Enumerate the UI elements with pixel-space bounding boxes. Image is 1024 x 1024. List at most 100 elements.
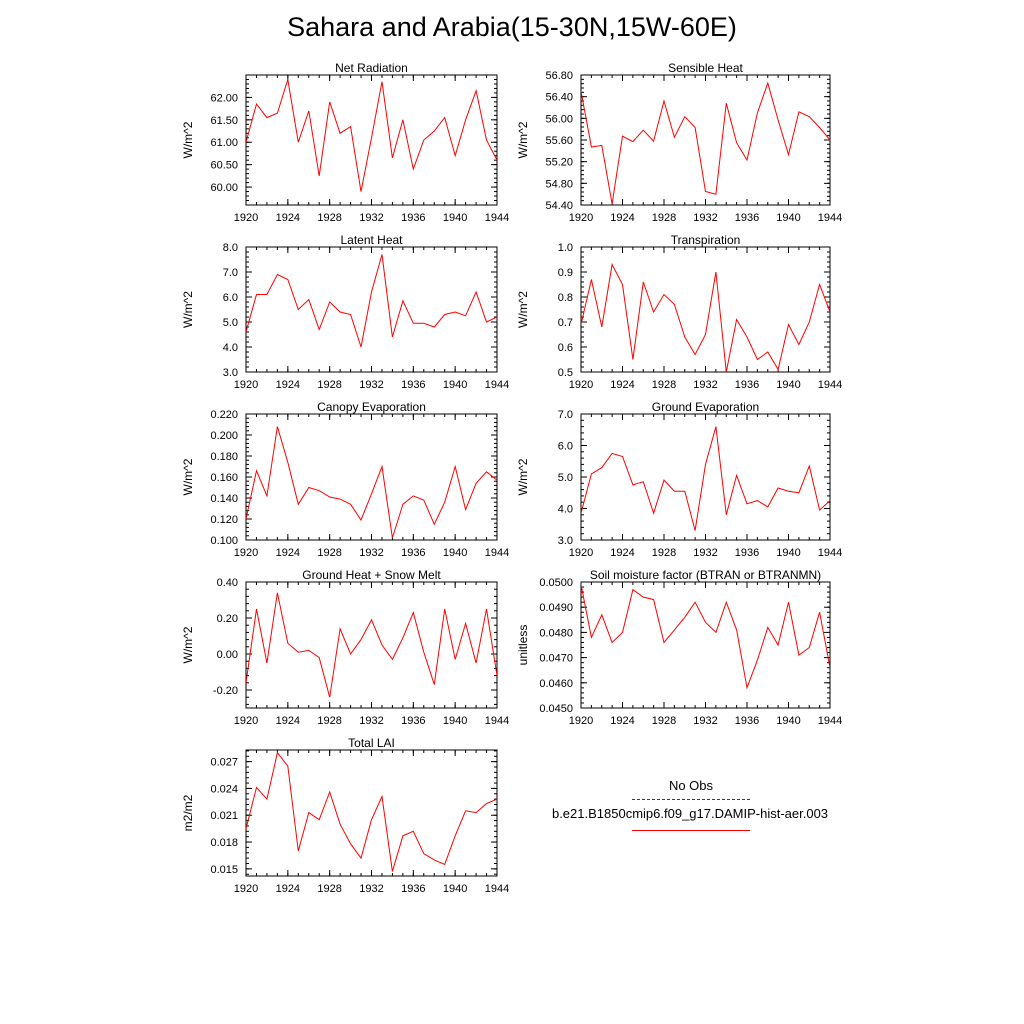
x-tick-label: 1940	[443, 212, 467, 224]
y-tick-label: 0.0460	[539, 678, 573, 690]
x-tick-label: 1920	[569, 212, 593, 224]
y-tick-label: 0.20	[217, 613, 238, 625]
y-tick-label: 6.0	[558, 441, 573, 453]
y-tick-label: 60.50	[210, 160, 238, 172]
y-tick-label: 5.0	[558, 472, 573, 484]
y-axis-label: W/m^2	[181, 626, 195, 663]
series-line	[246, 79, 497, 192]
y-tick-label: 0.024	[210, 783, 238, 795]
x-tick-label: 1944	[485, 883, 509, 895]
x-tick-label: 1932	[693, 547, 717, 559]
x-tick-label: 1928	[652, 715, 676, 727]
y-tick-label: 0.140	[210, 493, 238, 505]
y-tick-label: 0.027	[210, 757, 238, 769]
x-tick-label: 1936	[735, 715, 759, 727]
x-tick-label: 1932	[359, 715, 383, 727]
y-tick-label: 0.0470	[539, 653, 573, 665]
plot-frame	[580, 246, 831, 373]
x-tick-label: 1940	[443, 883, 467, 895]
x-tick-label: 1924	[276, 547, 300, 559]
y-tick-label: 55.20	[545, 157, 573, 169]
x-tick-label: 1936	[401, 883, 425, 895]
x-tick-label: 1920	[569, 547, 593, 559]
y-axis-label: W/m^2	[516, 458, 530, 495]
y-tick-label: 3.0	[558, 535, 573, 547]
x-tick-label: 1920	[569, 715, 593, 727]
panel-title: Ground Heat + Snow Melt	[302, 568, 441, 582]
panel-sensible-heat: Sensible Heat W/m^2 1920 1924 1928 1932 1936 19…	[516, 61, 842, 224]
x-tick-label: 1944	[818, 715, 842, 727]
x-tick-label: 1936	[735, 379, 759, 391]
panel-title: Total LAI	[348, 736, 395, 750]
x-tick-label: 1936	[735, 547, 759, 559]
panel-ground-heat-snow-melt: Ground Heat + Snow Melt W/m^2 1920 1924 1928…	[181, 568, 509, 727]
x-tick-label: 1944	[485, 715, 509, 727]
x-tick-label: 1924	[276, 883, 300, 895]
x-tick-label: 1924	[610, 212, 634, 224]
y-axis-label: m2/m2	[181, 794, 195, 831]
y-tick-label: 7.0	[223, 267, 238, 279]
x-tick-label: 1924	[276, 212, 300, 224]
panel-title: Soil moisture factor (BTRAN or BTRANMN)	[590, 568, 821, 582]
y-tick-label: 0.018	[210, 837, 238, 849]
panel-soil-moisture-factor: Soil moisture factor (BTRAN or BTRANMN) u…	[516, 568, 842, 727]
y-axis-label: W/m^2	[181, 121, 195, 158]
panel-ground-evaporation: Ground Evaporation W/m^2 1920 1924 1928 1932 1…	[516, 400, 842, 559]
x-tick-label: 1928	[317, 379, 341, 391]
x-tick-label: 1936	[401, 212, 425, 224]
x-tick-label: 1940	[776, 547, 800, 559]
x-tick-label: 1920	[234, 379, 258, 391]
series-line	[581, 426, 830, 531]
panel-title: Latent Heat	[340, 233, 403, 247]
x-tick-label: 1936	[401, 547, 425, 559]
y-tick-label: 0.8	[558, 292, 573, 304]
x-tick-label: 1940	[443, 379, 467, 391]
y-tick-label: 8.0	[223, 242, 238, 254]
series-line	[246, 751, 497, 872]
panel-latent-heat: Latent Heat W/m^2 1920 1924 1928 1932 1936 1940…	[181, 233, 509, 391]
x-tick-label: 1928	[317, 715, 341, 727]
x-tick-label: 1924	[276, 715, 300, 727]
y-tick-label: 1.0	[558, 242, 573, 254]
panel-net-radiation: Net Radiation W/m^2 1920 1924 1928 1932 1936 19…	[181, 61, 509, 224]
legend-obs-line	[632, 799, 750, 800]
x-tick-label: 1928	[652, 212, 676, 224]
legend-obs-label: No Obs	[668, 778, 714, 793]
x-tick-label: 1944	[818, 547, 842, 559]
plot-frame	[245, 413, 498, 541]
y-tick-label: 56.00	[545, 113, 573, 125]
y-tick-label: 61.50	[210, 115, 238, 127]
y-axis-label: W/m^2	[181, 458, 195, 495]
x-tick-label: 1940	[776, 715, 800, 727]
x-tick-label: 1944	[485, 212, 509, 224]
y-tick-label: -0.20	[213, 685, 238, 697]
series-line	[246, 254, 497, 348]
plot-frame	[580, 581, 831, 709]
x-tick-label: 1932	[359, 212, 383, 224]
x-tick-label: 1932	[359, 883, 383, 895]
y-tick-label: 0.180	[210, 451, 238, 463]
y-tick-label: 5.0	[223, 317, 238, 329]
panel-title: Canopy Evaporation	[317, 400, 426, 414]
y-axis-label: W/m^2	[516, 121, 530, 158]
y-tick-label: 0.6	[558, 342, 573, 354]
panel-title: Ground Evaporation	[652, 400, 759, 414]
y-tick-label: 0.200	[210, 430, 238, 442]
y-axis-label: W/m^2	[516, 291, 530, 328]
y-tick-label: 54.40	[545, 200, 573, 212]
legend-model-line	[632, 830, 750, 831]
y-tick-label: 0.120	[210, 514, 238, 526]
panel-title: Transpiration	[671, 233, 741, 247]
panel-total-lai: Total LAI m2/m2 1920 1924 1928 1932 1936 1940 19…	[181, 736, 509, 895]
x-tick-label: 1940	[776, 379, 800, 391]
y-tick-label: 0.160	[210, 472, 238, 484]
x-tick-label: 1924	[610, 715, 634, 727]
panel-title: Sensible Heat	[668, 61, 743, 75]
series-line	[581, 81, 830, 204]
x-tick-label: 1936	[401, 379, 425, 391]
x-tick-label: 1920	[234, 883, 258, 895]
x-tick-label: 1932	[693, 212, 717, 224]
y-tick-label: 0.015	[210, 864, 238, 876]
x-tick-label: 1924	[276, 379, 300, 391]
